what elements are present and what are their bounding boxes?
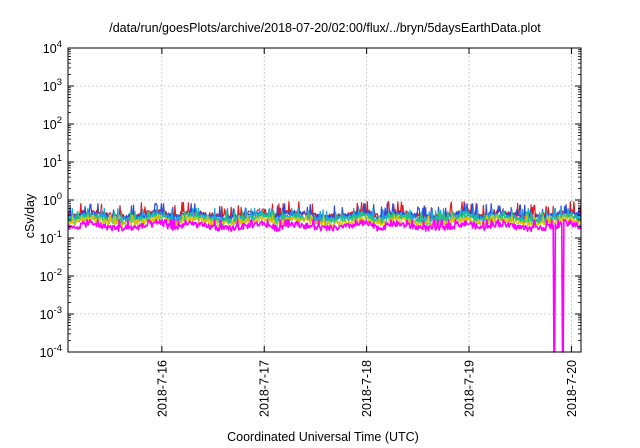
y-tick-label: 10-2 — [40, 267, 62, 284]
y-tick-label: 103 — [43, 77, 62, 94]
x-tick-label: 2018-7-16 — [155, 360, 169, 417]
series-line-6 — [67, 219, 582, 353]
y-tick-label: 10-4 — [40, 343, 62, 360]
chart-title: /data/run/goesPlots/archive/2018-07-20/0… — [109, 21, 541, 35]
x-tick-labels: 2018-7-16 2018-7-17 2018-7-18 2018-7-19 2018… — [155, 360, 579, 417]
x-tick-label: 2018-7-17 — [258, 360, 272, 417]
x-tick-label: 2018-7-19 — [463, 360, 477, 417]
y-tick-label: 104 — [43, 39, 62, 56]
y-tick-label: 10-3 — [40, 305, 62, 322]
axis-ticks — [68, 47, 581, 353]
y-tick-label: 10-1 — [40, 229, 62, 246]
series-lines — [67, 201, 582, 353]
x-tick-label: 2018-7-20 — [565, 360, 579, 417]
y-tick-label: 102 — [43, 115, 62, 132]
y-tick-labels: 10-4 10-3 10-2 10-1 100 101 102 103 104 — [40, 39, 62, 360]
y-tick-label: 100 — [43, 191, 62, 208]
grid-lines — [68, 48, 581, 352]
y-tick-label: 101 — [43, 153, 62, 170]
x-axis-label: Coordinated Universal Time (UTC) — [227, 430, 419, 444]
x-tick-label: 2018-7-18 — [360, 360, 374, 417]
y-axis-label: cSv/day — [23, 193, 37, 238]
series-line-5 — [67, 214, 582, 228]
